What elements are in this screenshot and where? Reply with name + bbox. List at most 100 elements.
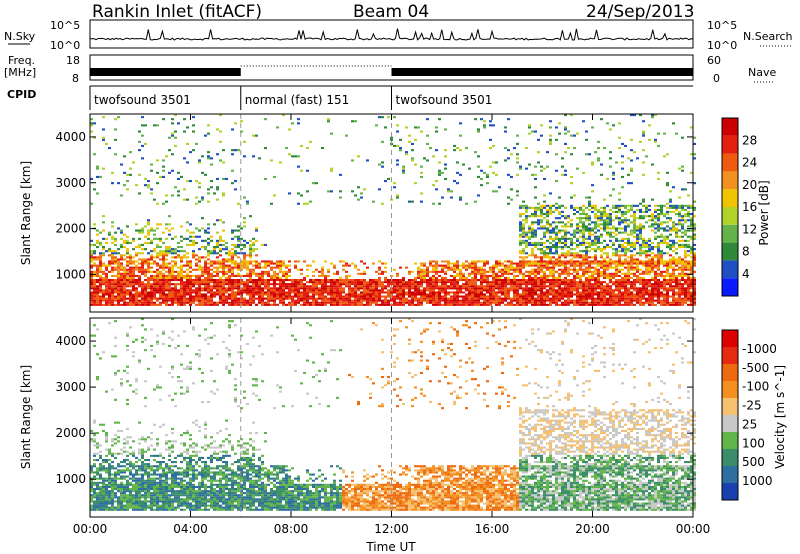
heat-cell <box>354 291 357 294</box>
heat-cell <box>645 250 648 253</box>
heat-cell <box>261 260 264 263</box>
heat-cell <box>648 254 651 257</box>
heat-cell <box>594 281 597 284</box>
heat-cell <box>516 153 519 156</box>
heat-cell <box>636 301 639 304</box>
heat-cell <box>639 233 642 236</box>
heat-cell <box>177 194 180 197</box>
heat-cell <box>264 303 267 306</box>
heat-cell <box>588 283 591 286</box>
heat-cell <box>630 233 633 236</box>
heat-cell <box>303 285 306 288</box>
heat-cell <box>201 270 204 273</box>
heat-cell <box>90 258 93 261</box>
heat-cell <box>129 173 132 176</box>
heat-cell <box>642 252 645 255</box>
heat-cell <box>258 299 261 302</box>
heat-cell <box>120 289 123 292</box>
heat-cell <box>237 301 240 304</box>
heat-cell <box>249 254 252 257</box>
heat-cell <box>564 276 567 279</box>
heat-cell <box>114 256 117 259</box>
heat-cell <box>279 301 282 304</box>
heat-cell <box>129 167 132 170</box>
heat-cell <box>507 291 510 294</box>
heat-cell <box>330 132 333 135</box>
heat-cell <box>396 163 399 166</box>
heat-cell <box>621 167 624 170</box>
heat-cell <box>183 289 186 292</box>
heat-cell <box>651 252 654 255</box>
heat-cell <box>573 268 576 271</box>
heat-cell <box>606 301 609 304</box>
heat-cell <box>195 274 198 277</box>
heat-cell <box>615 279 618 282</box>
heat-cell <box>570 237 573 240</box>
heat-cell <box>108 287 111 290</box>
heat-cell <box>210 293 213 296</box>
heat-cell <box>543 287 546 290</box>
heat-cell <box>480 268 483 271</box>
heat-cell <box>546 151 549 154</box>
heat-cell <box>297 283 300 286</box>
heat-cell <box>549 279 552 282</box>
heat-cell <box>654 114 657 117</box>
heat-cell <box>198 276 201 279</box>
heat-cell <box>411 281 414 284</box>
heat-cell <box>114 153 117 156</box>
heat-cell <box>141 301 144 304</box>
heat-cell <box>204 281 207 284</box>
heat-cell <box>456 295 459 298</box>
heat-cell <box>222 239 225 242</box>
heat-cell <box>534 260 537 263</box>
heat-cell <box>600 295 603 298</box>
heat-cell <box>531 301 534 304</box>
heat-cell <box>594 213 597 216</box>
heat-cell <box>525 279 528 282</box>
heat-cell <box>615 289 618 292</box>
heat-cell <box>555 206 558 209</box>
heat-cell <box>228 283 231 286</box>
heat-cell <box>312 283 315 286</box>
heat-cell <box>564 281 567 284</box>
heat-cell <box>204 295 207 298</box>
heat-cell <box>174 276 177 279</box>
heat-cell <box>549 268 552 271</box>
heat-cell <box>618 206 621 209</box>
heat-cell <box>366 293 369 296</box>
heat-cell <box>207 252 210 255</box>
heat-cell <box>90 250 93 253</box>
heat-cell <box>642 237 645 240</box>
heat-cell <box>561 246 564 249</box>
heat-cell <box>93 285 96 288</box>
heat-cell <box>300 194 303 197</box>
heat-cell <box>225 248 228 251</box>
heat-cell <box>579 291 582 294</box>
heat-cell <box>174 264 177 267</box>
heat-cell <box>105 285 108 288</box>
heat-cell <box>249 291 252 294</box>
heat-cell <box>552 204 555 207</box>
heat-cell <box>546 256 549 259</box>
heat-cell <box>447 262 450 265</box>
heat-cell <box>468 167 471 170</box>
heat-cell <box>243 140 246 143</box>
heat-cell <box>528 270 531 273</box>
heat-cell <box>279 293 282 296</box>
heat-cell <box>156 285 159 288</box>
heat-cell <box>534 177 537 180</box>
heat-cell <box>573 147 576 150</box>
heat-cell <box>369 285 372 288</box>
heat-cell <box>213 283 216 286</box>
heat-cell <box>168 283 171 286</box>
heat-cell <box>177 283 180 286</box>
heat-cell <box>657 262 660 265</box>
heat-cell <box>117 272 120 275</box>
heat-cell <box>144 285 147 288</box>
heat-cell <box>645 281 648 284</box>
heat-cell <box>102 138 105 141</box>
heat-cell <box>285 272 288 275</box>
heat-cell <box>228 268 231 271</box>
heat-cell <box>120 299 123 302</box>
heat-cell <box>147 180 150 183</box>
